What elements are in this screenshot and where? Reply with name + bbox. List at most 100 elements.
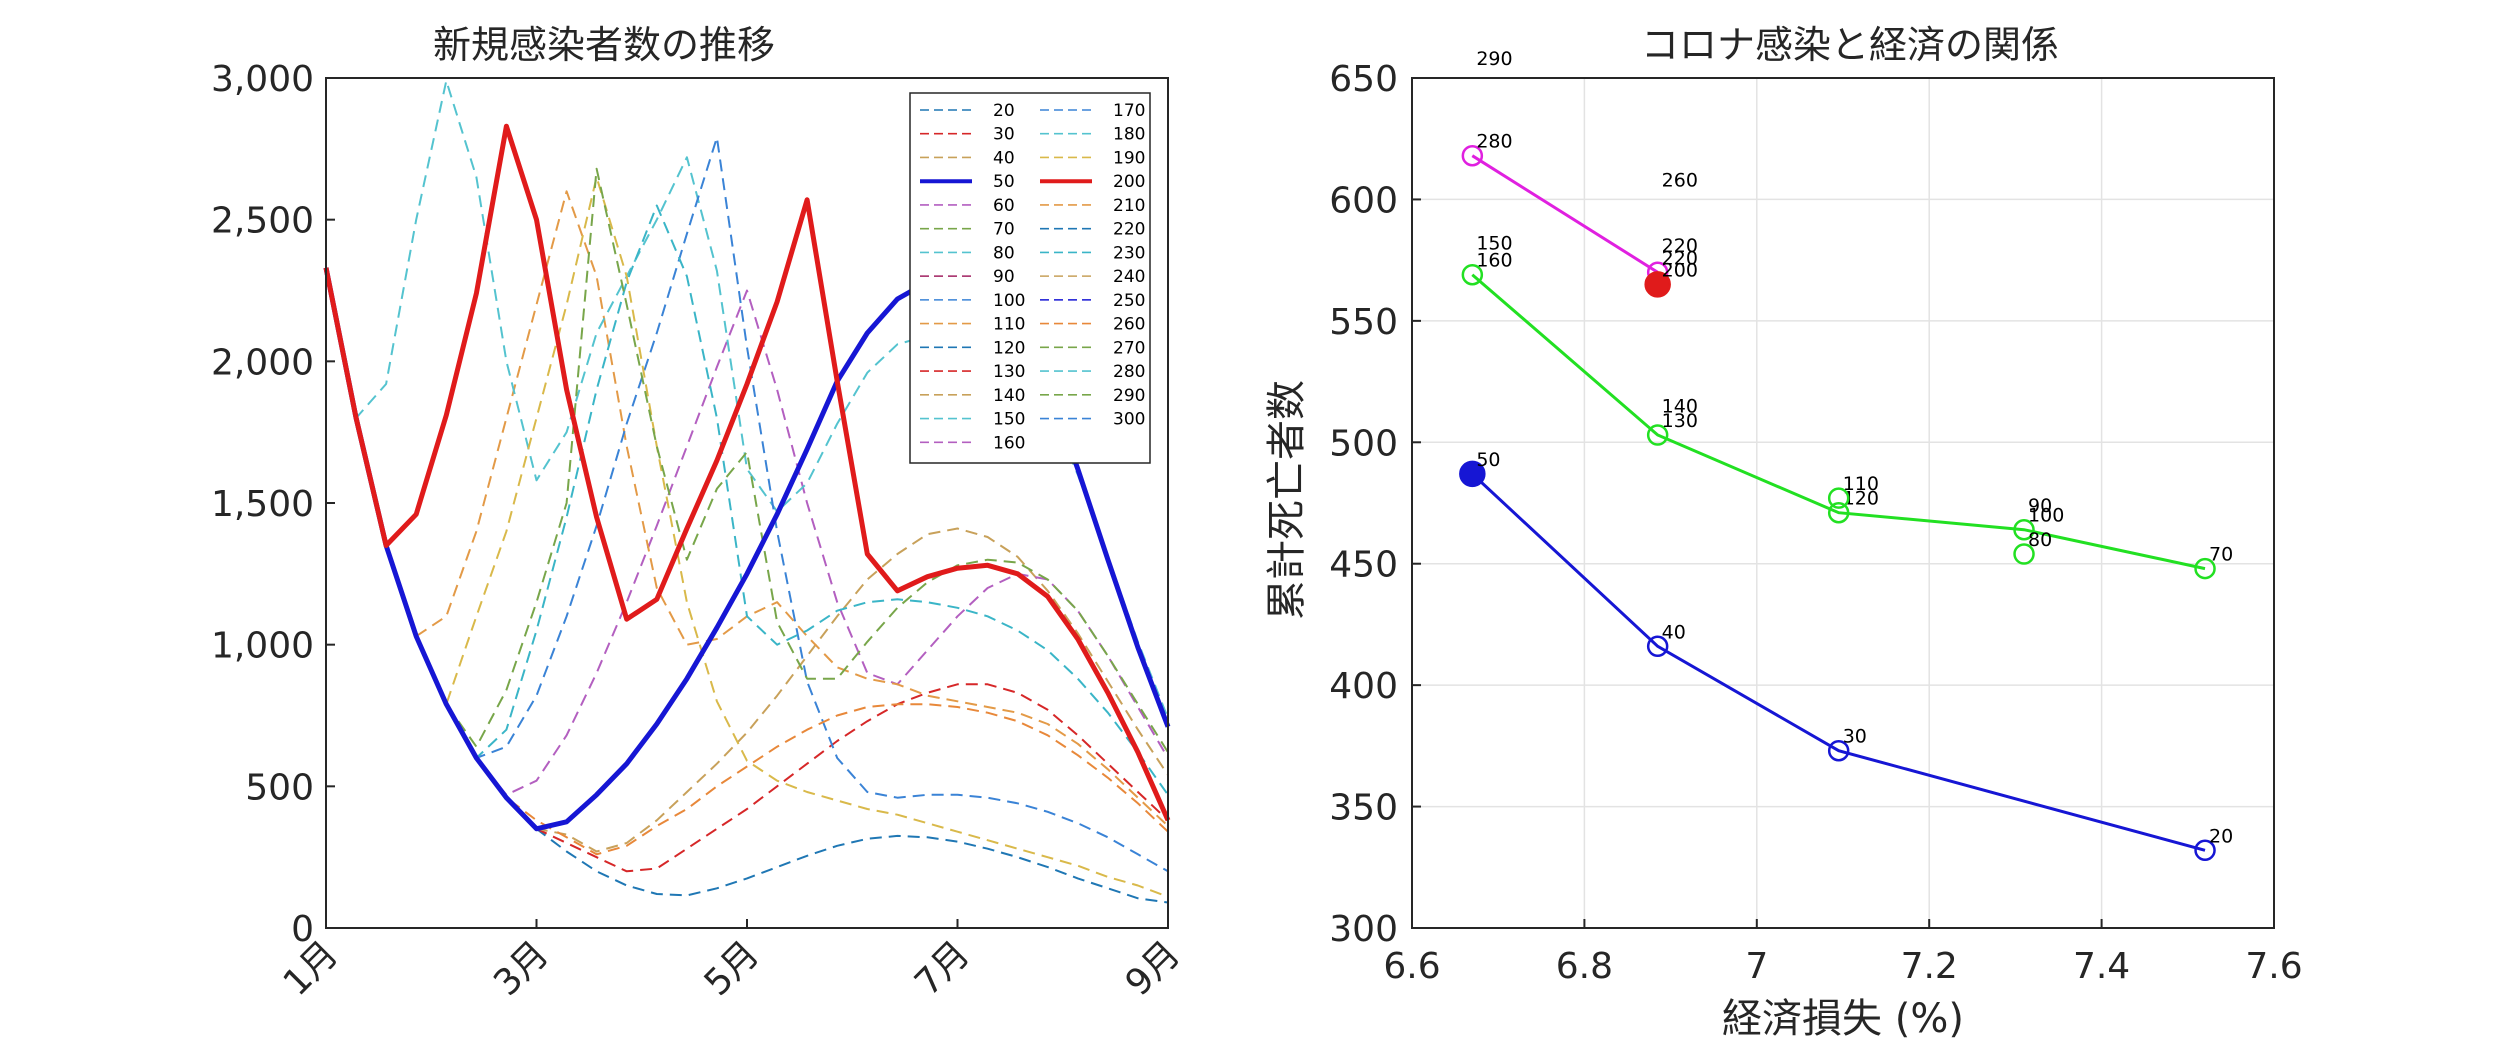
legend-label: 140 [993,386,1025,406]
left-y-tick-label: 3,000 [211,59,314,100]
point-label: 200 [1662,259,1698,281]
point-label: 80 [2028,529,2052,551]
right-x-tick-label: 6.6 [1383,946,1440,987]
legend-label: 210 [1113,196,1145,216]
right-y-tick-label: 450 [1329,545,1398,586]
left-y-tick-label: 1,500 [211,484,314,525]
scatter-point [1827,501,1850,524]
new-infections-chart: 新規感染者数の推移 05001,0001,5002,0002,5003,000 … [211,23,1188,1004]
left-x-axis: 1月 3月 5月 7月 9月 [276,919,1189,1004]
scatter-point [1827,487,1850,509]
point-label: 100 [2028,505,2064,527]
left-chart-title: 新規感染者数の推移 [433,23,775,67]
right-y-tick-label: 400 [1329,666,1398,707]
right-series-line [1471,273,2206,571]
right-y-axis-label: 累計死亡者数 [1264,380,1310,620]
point-label: 220 [1662,247,1698,269]
point-label: 70 [2209,544,2233,566]
right-y-tick-label: 350 [1329,788,1398,829]
right-y-axis: 300 350 400 450 500 550 600 650 [1329,59,1421,950]
legend-label: 100 [993,291,1025,311]
right-x-tick-label: 7.6 [2245,946,2302,987]
point-label: 130 [1662,410,1698,432]
legend-label: 150 [993,410,1025,430]
right-x-tick-label: 7 [1745,946,1768,987]
right-x-tick-label: 7.4 [2073,946,2130,987]
series-line-290 [325,167,1169,753]
scatter-point [1461,263,1484,286]
legend-label: 190 [1113,148,1145,168]
right-x-tick-label: 7.2 [1901,946,1958,987]
legend-label: 250 [1113,291,1145,311]
right-y-tick-label: 600 [1329,180,1398,221]
point-label: 30 [1843,726,1867,748]
right-y-tick-label: 300 [1329,909,1398,950]
scatter-point [1646,635,1669,658]
left-y-tick-label: 0 [291,909,314,950]
right-chart-title: コロナ感染と経済の関係 [1641,23,2059,67]
left-x-tick-label: 3月 [486,933,557,1004]
right-y-tick-label: 500 [1329,423,1398,464]
scatter-point [2013,518,2035,541]
legend-label: 260 [1113,315,1145,335]
legend-label: 50 [993,172,1015,192]
legend-label: 180 [1113,125,1145,145]
point-label: 160 [1476,250,1512,272]
left-y-tick-label: 500 [245,767,314,808]
scatter-point [2194,839,2216,862]
scatter-point [1459,460,1486,488]
point-label: 20 [2209,825,2233,847]
right-x-axis-label: 経済損失 (%) [1722,996,1964,1042]
left-x-tick-label: 7月 [907,933,978,1004]
legend-label: 40 [993,148,1015,168]
right-series-line [1471,154,1659,274]
scatter-point [1646,424,1669,446]
point-label: 90 [2028,495,2052,517]
legend-label: 120 [993,338,1025,358]
legend-label: 280 [1113,362,1145,382]
left-x-tick-label: 9月 [1118,933,1189,1004]
point-label: 120 [1843,488,1879,510]
point-label: 50 [1476,449,1500,471]
legend-label: 230 [1113,243,1145,263]
point-label: 150 [1476,233,1512,255]
left-y-axis: 0 500 1,000 1,500 2,000 2,500 3,000 [211,59,335,950]
left-y-tick-label: 1,000 [211,626,314,667]
scatter-point [2194,557,2216,580]
legend-label: 270 [1113,338,1145,358]
legend-label: 240 [1113,267,1145,287]
left-x-tick-label: 5月 [697,933,768,1004]
series-line-190 [325,176,1169,898]
point-label: 260 [1662,170,1698,192]
left-y-tick-label: 2,000 [211,342,314,383]
legend-label: 110 [993,315,1025,335]
left-y-tick-label: 2,500 [211,201,314,242]
point-label: 220 [1662,235,1698,257]
scatter-point [1827,739,1850,762]
legend-label: 220 [1113,220,1145,240]
legend-box [909,92,1151,464]
legend-label: 170 [1113,101,1145,121]
legend-label: 300 [1113,410,1145,430]
legend-label: 290 [1113,386,1145,406]
point-label: 140 [1662,395,1698,417]
right-x-axis: 6.6 6.8 7 7.2 7.4 7.6 [1383,919,2303,987]
legend-label: 160 [993,433,1025,453]
left-x-tick-label: 1月 [276,933,347,1004]
legend-label: 60 [993,196,1015,216]
point-label: 290 [1476,48,1512,70]
right-x-tick-label: 6.8 [1556,946,1613,987]
legend-label: 70 [993,220,1015,240]
legend-label: 20 [993,101,1015,121]
legend: 20 30 40 50 60 70 80 90 100 110 120 130 140 150 160 170… [909,92,1151,464]
scatter-point [1461,144,1484,167]
scatter-point [2013,543,2035,565]
scatter-point [1644,271,1671,298]
point-label: 40 [1662,621,1686,643]
legend-label: 30 [993,125,1015,145]
right-series-line [1471,472,2206,852]
right-axes-box [1411,77,2275,929]
